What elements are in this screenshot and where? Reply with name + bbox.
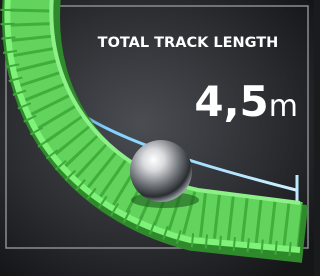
length-value: 4,5 xyxy=(194,77,268,126)
caption-label: TOTAL TRACK LENGTH xyxy=(98,35,279,51)
feature-graphic: TOTAL TRACK LENGTH 4,5m xyxy=(0,0,314,276)
length-unit: m xyxy=(269,89,298,124)
steel-ball xyxy=(130,140,192,202)
